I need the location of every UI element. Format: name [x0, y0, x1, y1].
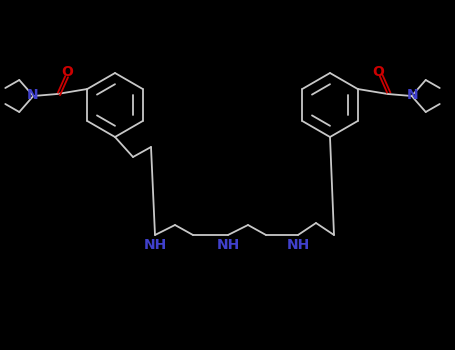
Text: NH: NH [143, 238, 167, 252]
Text: O: O [372, 65, 384, 79]
Text: O: O [61, 65, 73, 79]
Text: NH: NH [217, 238, 240, 252]
Text: N: N [26, 88, 38, 102]
Text: N: N [407, 88, 419, 102]
Text: NH: NH [286, 238, 309, 252]
